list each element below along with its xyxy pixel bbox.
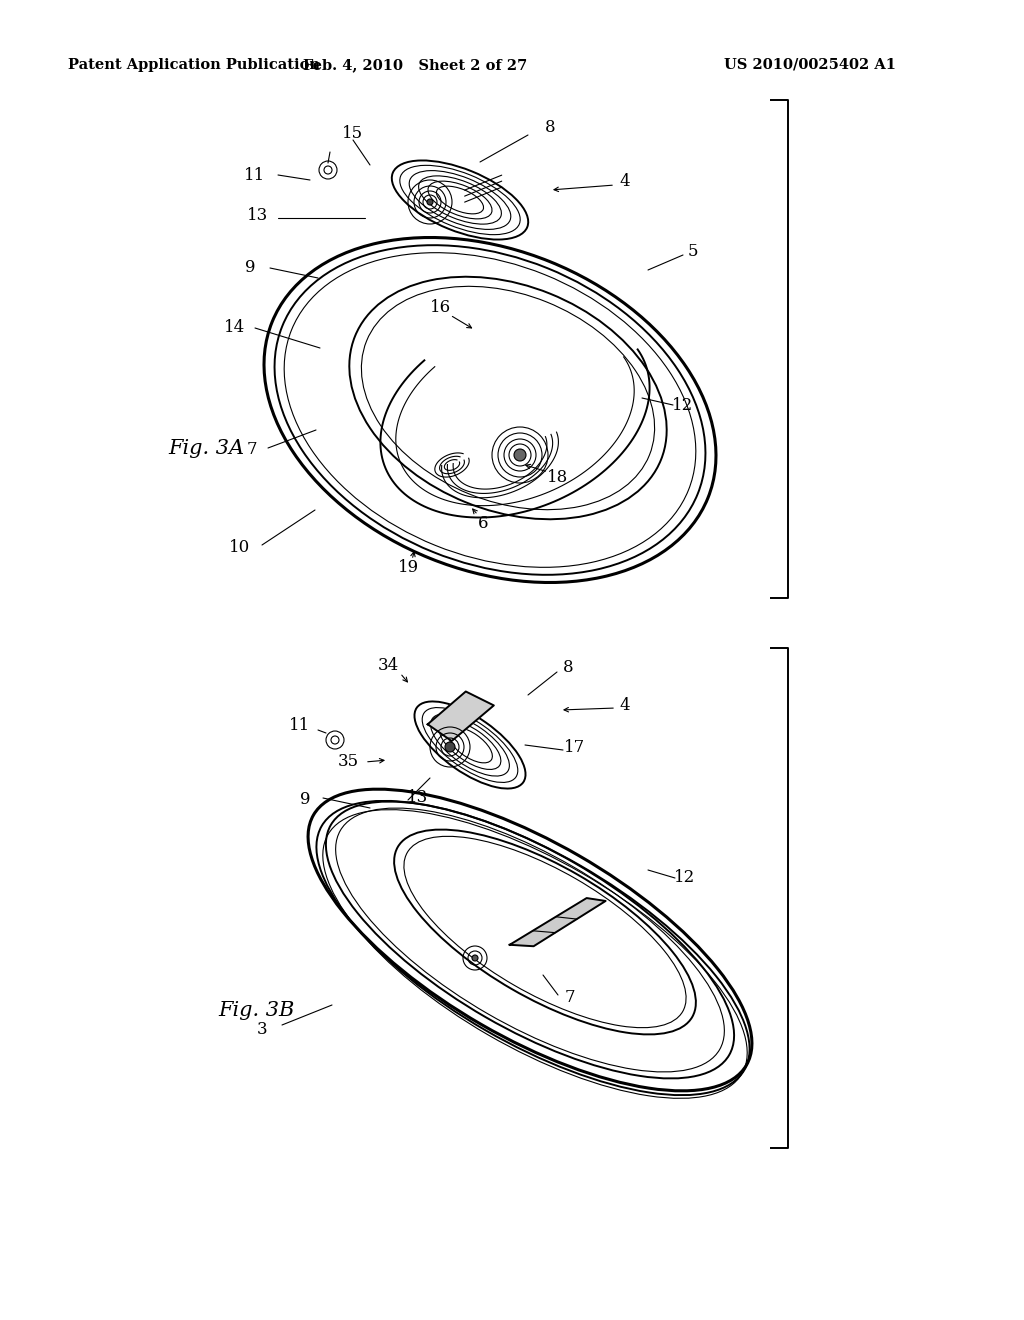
Text: US 2010/0025402 A1: US 2010/0025402 A1 [724, 58, 896, 73]
Text: Fig. 3A: Fig. 3A [168, 438, 244, 458]
Text: 19: 19 [397, 560, 419, 577]
Text: 4: 4 [620, 173, 631, 190]
Text: Patent Application Publication: Patent Application Publication [68, 58, 319, 73]
Text: 11: 11 [290, 717, 310, 734]
Text: 6: 6 [478, 515, 488, 532]
Text: Feb. 4, 2010   Sheet 2 of 27: Feb. 4, 2010 Sheet 2 of 27 [303, 58, 527, 73]
Text: 16: 16 [429, 300, 451, 317]
Text: 15: 15 [342, 124, 364, 141]
Text: 3: 3 [257, 1022, 267, 1039]
Text: 5: 5 [688, 243, 698, 260]
Text: 9: 9 [300, 792, 310, 808]
Circle shape [445, 742, 455, 752]
Text: 11: 11 [245, 166, 265, 183]
Text: 13: 13 [408, 789, 429, 807]
Text: 8: 8 [562, 660, 573, 676]
Text: 8: 8 [545, 120, 555, 136]
Text: 7: 7 [564, 990, 575, 1006]
Text: 12: 12 [673, 396, 693, 413]
Text: 10: 10 [229, 540, 251, 557]
Text: 13: 13 [248, 206, 268, 223]
Circle shape [472, 954, 478, 961]
Polygon shape [428, 692, 494, 741]
Text: 17: 17 [564, 739, 586, 756]
Text: 18: 18 [548, 470, 568, 487]
Text: 35: 35 [338, 754, 358, 771]
Text: 14: 14 [224, 319, 246, 337]
Polygon shape [510, 898, 605, 946]
Text: 9: 9 [245, 260, 255, 276]
Circle shape [514, 449, 526, 461]
Circle shape [427, 199, 433, 205]
Text: 34: 34 [378, 656, 398, 673]
Text: 4: 4 [620, 697, 631, 714]
Text: Fig. 3B: Fig. 3B [218, 1001, 294, 1019]
Text: 12: 12 [675, 870, 695, 887]
Text: 7: 7 [247, 441, 257, 458]
